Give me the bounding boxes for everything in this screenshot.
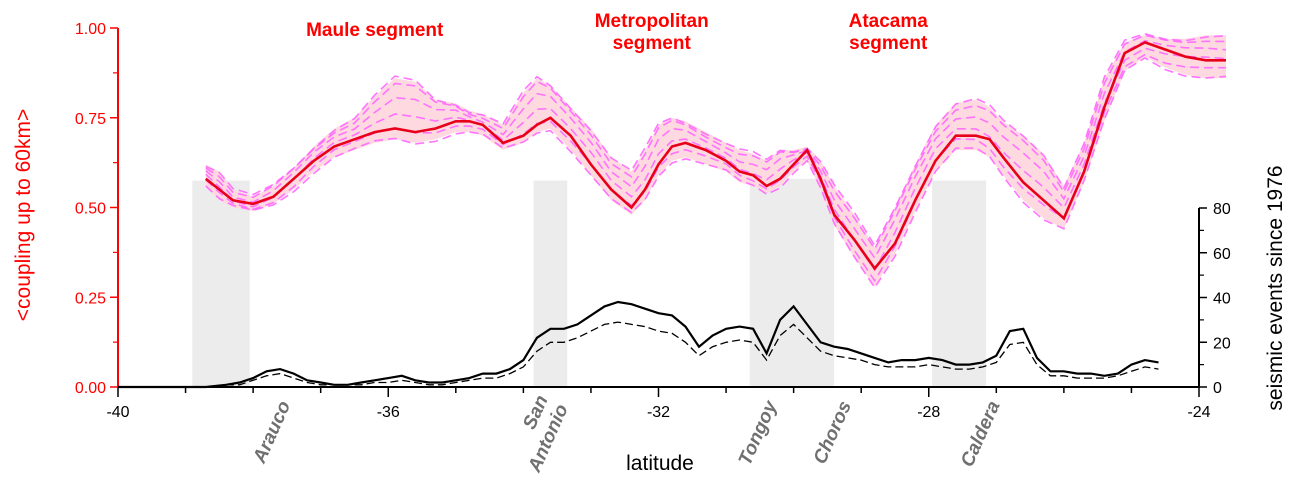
coupling-model-line (205, 34, 1227, 251)
shaded-regions (192, 178, 987, 387)
location-label: Arauco (249, 398, 295, 467)
segment-label: Maule segment (306, 20, 444, 41)
segment-label-line: segment (849, 33, 928, 54)
right-axis-title: seismic events since 1976 (1264, 165, 1287, 410)
location-label-line: Arauco (249, 398, 295, 467)
right-tick-label: 60 (1213, 246, 1231, 263)
location-label-line: Caldera (957, 398, 1005, 471)
segment-label-line: Maule segment (306, 20, 444, 41)
x-tick-label: -36 (377, 404, 400, 421)
coupling-mean-line (204, 40, 1226, 271)
x-tick-label: -24 (1187, 404, 1210, 421)
location-label: Tongoy (735, 397, 782, 469)
left-tick-label: 0.50 (75, 201, 106, 218)
location-label-line: Choros (810, 398, 856, 467)
right-tick-label: 20 (1213, 335, 1231, 352)
left-tick-label: 0.25 (75, 290, 106, 307)
left-tick-labels: 0.00 0.25 0.50 0.75 1.00 (75, 21, 106, 397)
location-label: Choros (810, 398, 856, 467)
x-tick-labels: -40 -36 -32 -28 -24 (106, 404, 1210, 421)
segment-label: Metropolitan segment (595, 11, 709, 54)
x-tick-label: -28 (917, 404, 940, 421)
coupling-model-curves (205, 32, 1227, 290)
right-tick-label: 80 (1213, 201, 1231, 218)
right-tick-label: 0 (1213, 380, 1222, 397)
segment-label-line: Atacama (849, 11, 929, 32)
right-tick-label: 40 (1213, 291, 1231, 308)
seismic-curves (118, 300, 1159, 389)
coupling-uncertainty-band (205, 35, 1227, 287)
x-tick-label: -32 (647, 404, 670, 421)
left-axis-title: <coupling up to 60km> (12, 109, 35, 321)
coupling-band (205, 35, 1227, 287)
coupling-model-line (205, 56, 1227, 290)
left-tick-label: 0.75 (75, 111, 106, 128)
location-label: Caldera (957, 398, 1005, 471)
shaded-region (533, 180, 568, 387)
coupling-model-line (205, 39, 1227, 260)
axes (110, 27, 1207, 397)
coupling-mean-curve (204, 40, 1226, 271)
left-tick-label: 0.00 (75, 380, 106, 397)
x-tick-label: -40 (106, 404, 129, 421)
shaded-region (192, 180, 250, 387)
shaded-region (932, 180, 987, 387)
segment-label-line: Metropolitan (595, 11, 709, 32)
left-tick-label: 1.00 (75, 21, 106, 38)
location-label-line: Tongoy (735, 397, 782, 469)
segment-label-line: segment (613, 33, 692, 54)
location-label: SanAntonio (504, 392, 573, 476)
shaded-region (749, 178, 835, 387)
seismic-total-line (118, 300, 1159, 389)
segment-label: Atacama segment (849, 11, 929, 54)
right-tick-labels: 0 20 40 60 80 (1213, 201, 1231, 397)
seismic-dashed-line (118, 321, 1159, 388)
coupling-model-line (205, 32, 1227, 248)
x-axis-title: latitude (626, 452, 694, 475)
